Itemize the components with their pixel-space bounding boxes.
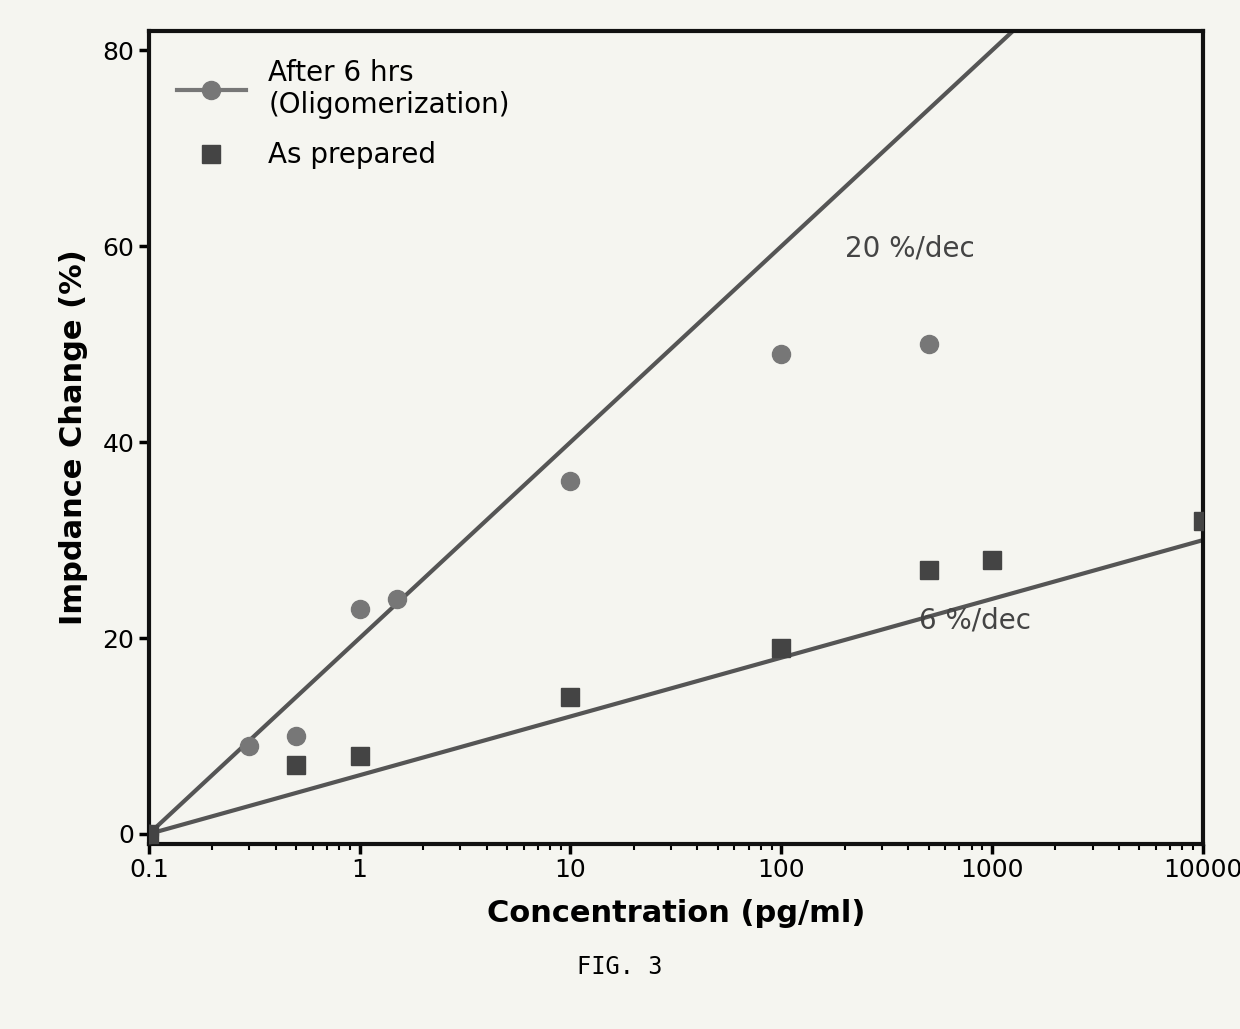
Y-axis label: Impdance Change (%): Impdance Change (%): [60, 249, 88, 626]
X-axis label: Concentration (pg/ml): Concentration (pg/ml): [486, 899, 866, 928]
Text: FIG. 3: FIG. 3: [578, 955, 662, 980]
Text: 20 %/dec: 20 %/dec: [844, 235, 975, 262]
Text: 6 %/dec: 6 %/dec: [919, 606, 1030, 634]
Legend: After 6 hrs
(Oligomerization), As prepared: After 6 hrs (Oligomerization), As prepar…: [162, 44, 523, 183]
